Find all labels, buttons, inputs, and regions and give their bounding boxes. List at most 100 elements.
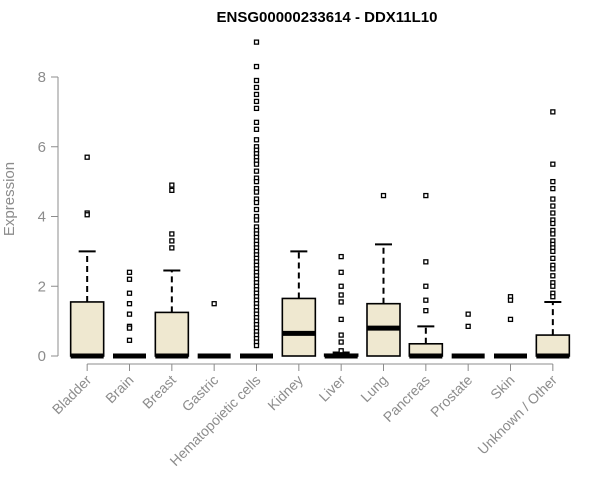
- outlier-point: [126, 290, 133, 296]
- box-body: [535, 334, 571, 357]
- outlier-point: [423, 192, 429, 199]
- outlier-point: [253, 39, 260, 45]
- y-tick-label: 2: [38, 278, 46, 295]
- outlier-point: [169, 245, 175, 251]
- outlier-point: [423, 283, 429, 289]
- box-liver: [323, 253, 359, 359]
- outlier-point: [550, 220, 556, 227]
- outlier-point: [169, 238, 175, 244]
- outlier-point: [507, 297, 514, 303]
- x-tick-label: Prostate: [427, 372, 475, 420]
- x-tick-label: Kidney: [264, 372, 306, 414]
- outlier-point: [550, 248, 556, 255]
- outlier-point: [211, 301, 217, 307]
- outlier-point: [550, 266, 556, 272]
- x-tick-label: Brain: [102, 372, 136, 406]
- outlier-point: [550, 203, 556, 209]
- outlier-point: [126, 276, 133, 282]
- outlier-point: [253, 63, 260, 70]
- outlier-point: [380, 192, 387, 199]
- y-tick-label: 8: [38, 69, 46, 86]
- outlier-point: [507, 316, 514, 323]
- box-gastric: [197, 301, 231, 359]
- outlier-point: [126, 325, 133, 331]
- box-pancreas: [408, 192, 444, 359]
- box-brain: [113, 269, 146, 359]
- y-tick-label: 6: [38, 139, 46, 156]
- y-axis: 0 2 4 6 8: [38, 69, 59, 365]
- box-lung: [366, 192, 401, 357]
- y-tick-label: 4: [38, 209, 46, 226]
- outlier-point: [338, 316, 344, 323]
- outlier-point: [126, 301, 133, 307]
- outlier-point: [423, 297, 429, 303]
- x-tick-label: Pancreas: [380, 372, 433, 425]
- outlier-point: [253, 98, 260, 105]
- x-tick-label: Liver: [316, 372, 349, 405]
- outlier-point: [253, 189, 260, 195]
- outlier-point: [253, 137, 260, 143]
- outlier-point: [253, 217, 260, 223]
- outlier-point: [465, 311, 471, 317]
- outlier-point: [253, 206, 260, 213]
- box-hematopoietic-cells: [240, 39, 273, 359]
- outlier-point: [550, 161, 556, 167]
- outlier-point: [253, 342, 260, 349]
- outlier-point: [550, 109, 556, 115]
- box-breast: [154, 182, 190, 359]
- outlier-point: [550, 210, 556, 216]
- box-bladder: [69, 154, 105, 359]
- outlier-point: [253, 168, 260, 174]
- box-body: [281, 297, 317, 357]
- outlier-point: [338, 283, 344, 289]
- chart-title: ENSG00000233614 - DDX11L10: [217, 9, 438, 26]
- outlier-point: [423, 308, 429, 314]
- outlier-point: [550, 273, 556, 279]
- outlier-point: [338, 269, 344, 275]
- box-skin: [494, 294, 527, 359]
- outlier-point: [253, 77, 260, 84]
- outlier-point: [338, 299, 344, 305]
- outlier-point: [338, 253, 344, 260]
- outlier-point: [550, 255, 556, 262]
- outlier-point: [253, 91, 260, 98]
- outlier-point: [338, 348, 344, 354]
- plot-area: [69, 39, 571, 359]
- x-tick-label: Bladder: [49, 372, 95, 418]
- outlier-point: [253, 126, 260, 132]
- outlier-point: [338, 339, 344, 345]
- outlier-point: [550, 231, 556, 237]
- box-body: [69, 301, 105, 357]
- outlier-point: [126, 311, 133, 317]
- y-tick-label: 0: [38, 348, 46, 365]
- outlier-point: [253, 105, 260, 112]
- outlier-point: [126, 269, 133, 275]
- y-axis-label: Expression: [1, 162, 18, 236]
- box-prostate: [451, 311, 485, 359]
- x-tick-label: Skin: [487, 372, 518, 403]
- outlier-point: [550, 283, 556, 289]
- outlier-point: [423, 259, 429, 265]
- outlier-point: [550, 178, 556, 185]
- outlier-point: [338, 292, 344, 298]
- outlier-point: [84, 212, 90, 218]
- outlier-point: [169, 187, 175, 193]
- outlier-point: [84, 154, 90, 160]
- box-body: [154, 311, 190, 357]
- outlier-point: [338, 332, 344, 338]
- outlier-point: [253, 119, 260, 125]
- x-tick-label: Lung: [357, 372, 390, 405]
- outlier-point: [550, 294, 556, 300]
- outlier-point: [253, 178, 260, 185]
- outlier-point: [550, 196, 556, 202]
- outlier-point: [253, 84, 260, 91]
- x-tick-label: Unknown / Other: [474, 372, 560, 458]
- outlier-point: [253, 161, 260, 167]
- outlier-point: [465, 323, 471, 330]
- outlier-point: [126, 337, 133, 343]
- box-unknown-other: [535, 109, 571, 359]
- outlier-point: [169, 231, 175, 237]
- outlier-point: [550, 185, 556, 192]
- outlier-point: [169, 182, 175, 188]
